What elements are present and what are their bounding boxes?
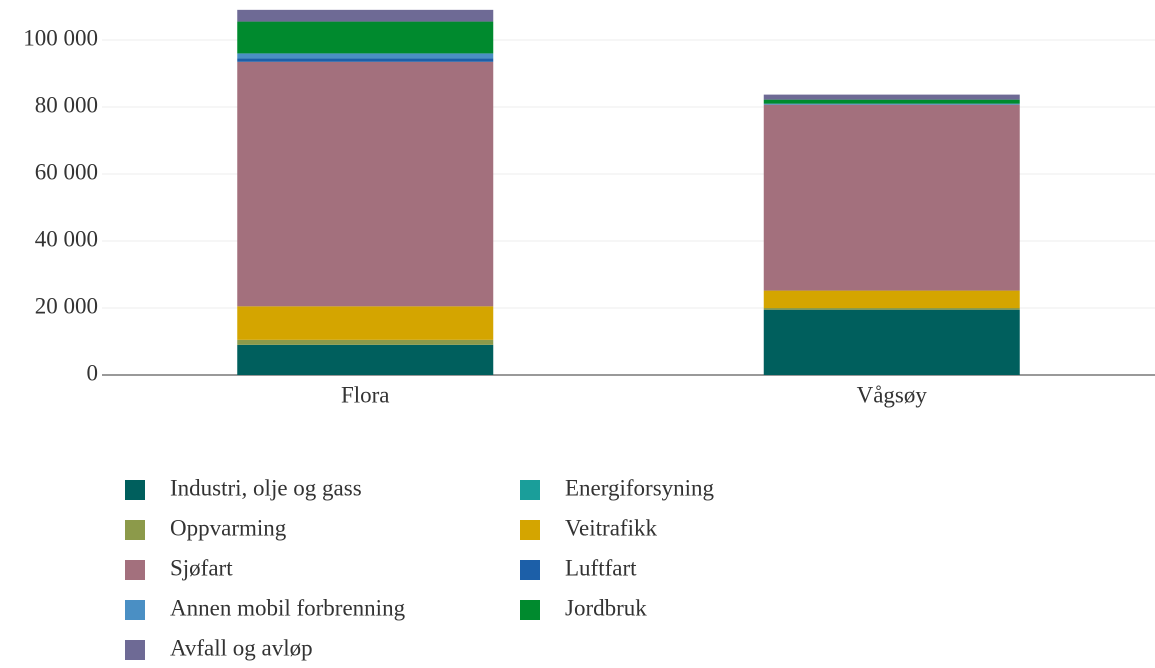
legend-label: Energiforsyning — [565, 475, 715, 500]
bar-segment — [237, 306, 494, 340]
legend-label: Sjøfart — [170, 555, 233, 580]
bar-segment — [763, 94, 1020, 100]
bar-segment — [237, 339, 494, 345]
legend-label: Jordbruk — [565, 595, 647, 620]
legend-swatch — [125, 600, 145, 620]
legend-label: Annen mobil forbrenning — [170, 595, 406, 620]
bar-segment — [763, 309, 1020, 375]
bar-segment — [763, 104, 1020, 291]
y-tick-label: 20 000 — [35, 293, 98, 318]
legend-label: Oppvarming — [170, 515, 287, 540]
x-tick-label: Vågsøy — [857, 382, 928, 407]
y-tick-label: 100 000 — [23, 25, 98, 50]
bar-segment — [237, 9, 494, 22]
legend-swatch — [520, 560, 540, 580]
bar-segment — [763, 99, 1020, 104]
bar-segment — [763, 308, 1020, 310]
legend-swatch — [125, 560, 145, 580]
legend-swatch — [520, 600, 540, 620]
bar-segment — [237, 58, 494, 62]
y-tick-label: 40 000 — [35, 226, 98, 251]
legend-swatch — [125, 640, 145, 660]
legend-label: Veitrafikk — [565, 515, 657, 540]
legend-swatch — [125, 520, 145, 540]
legend-label: Avfall og avløp — [170, 635, 313, 660]
legend-swatch — [520, 520, 540, 540]
y-tick-label: 60 000 — [35, 159, 98, 184]
y-tick-label: 0 — [87, 360, 99, 385]
bar-segment — [763, 103, 1020, 105]
bar-segment — [237, 53, 494, 59]
legend-swatch — [125, 480, 145, 500]
legend-swatch — [520, 480, 540, 500]
bar-segment — [237, 344, 494, 375]
bar-segment — [763, 290, 1020, 308]
bar-segment — [237, 61, 494, 307]
y-tick-label: 80 000 — [35, 92, 98, 117]
bar-segment — [237, 21, 494, 54]
legend-label: Luftfart — [565, 555, 637, 580]
legend-label: Industri, olje og gass — [170, 475, 362, 500]
x-tick-label: Flora — [341, 382, 390, 407]
